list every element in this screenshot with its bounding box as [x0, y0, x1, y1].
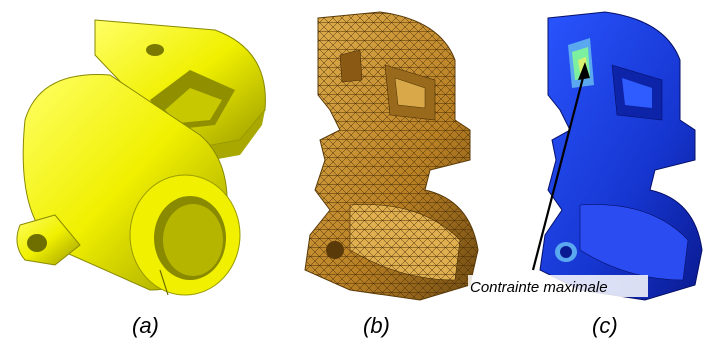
panel-b-mesh-model: [304, 11, 479, 301]
panel-a-cad-model: [16, 19, 266, 296]
max-stress-annotation: Contrainte maximale: [468, 62, 648, 297]
panel-label-c: (c): [592, 313, 618, 338]
panel-c-stress-model: [539, 11, 703, 301]
panel-label-a: (a): [132, 313, 159, 338]
annotation-arrow-head: [578, 62, 590, 80]
panel-label-b: (b): [363, 313, 390, 338]
annotation-label: Contrainte maximale: [470, 279, 608, 296]
annotation-arrow-line: [531, 69, 587, 271]
